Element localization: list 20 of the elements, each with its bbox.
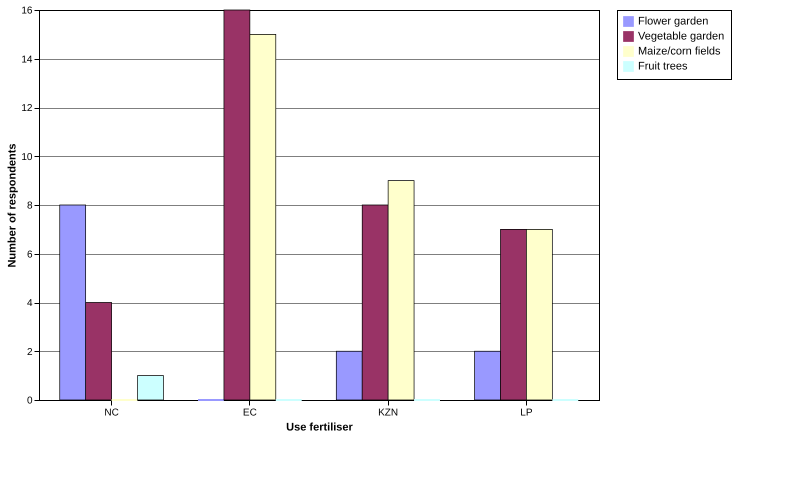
x-tick-label: EC: [242, 408, 257, 418]
y-tick-label: 12: [21, 103, 33, 114]
y-tick-label: 2: [26, 346, 33, 358]
y-tick-label: 16: [21, 6, 33, 16]
y-tick-label: 6: [26, 249, 33, 260]
legend-label: Vegetable garden: [638, 30, 724, 42]
x-tick-label: NC: [104, 408, 119, 418]
x-axis-title: Use fertiliser: [286, 422, 354, 434]
x-tick-label: LP: [520, 408, 533, 418]
legend-label: Flower garden: [638, 16, 708, 28]
bar: [137, 375, 164, 400]
y-tick-label: 4: [26, 298, 33, 309]
legend-label: Fruit trees: [638, 60, 688, 72]
y-tick-label: 8: [26, 200, 33, 212]
y-tick-label: 14: [21, 54, 33, 66]
legend-label: Maize/corn fields: [638, 46, 722, 58]
y-tick-label: 10: [21, 152, 33, 163]
y-tick-label: 0: [26, 396, 33, 406]
y-axis-title: Number of respondents: [6, 143, 18, 268]
x-tick-label: KZN: [378, 408, 398, 418]
